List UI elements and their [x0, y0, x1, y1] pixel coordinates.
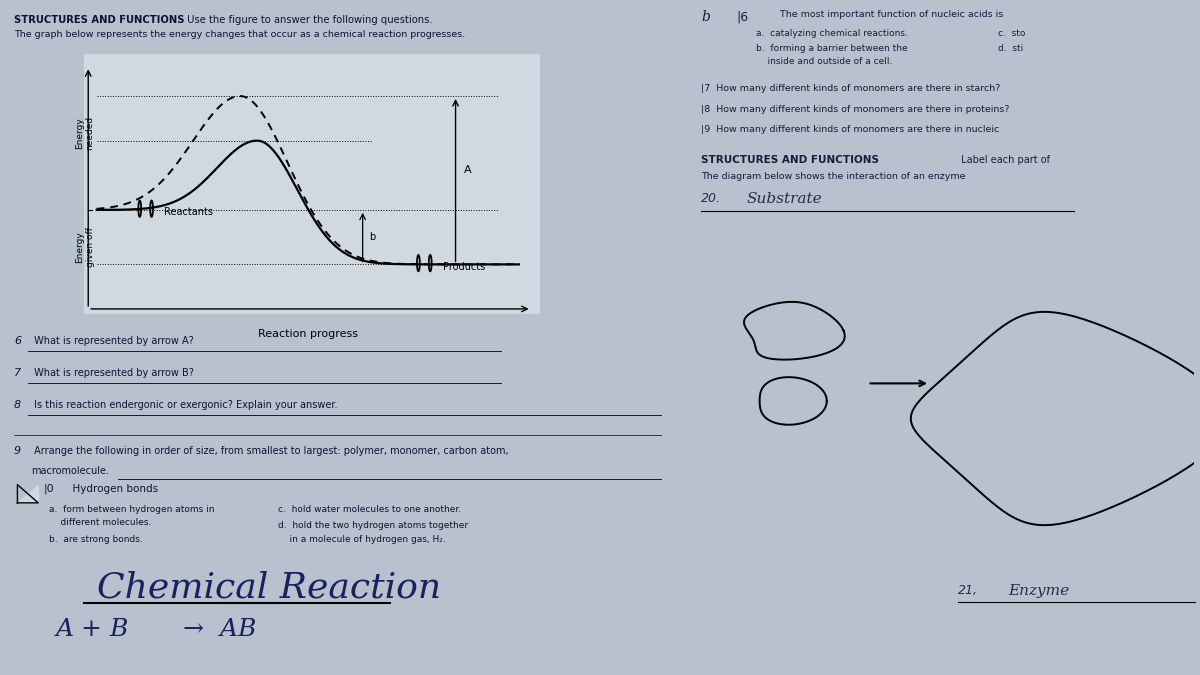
Text: b: b [701, 10, 710, 24]
Text: Use the figure to answer the following questions.: Use the figure to answer the following q… [185, 15, 433, 25]
Text: in a molecule of hydrogen gas, H₂.: in a molecule of hydrogen gas, H₂. [278, 535, 446, 543]
Text: macromolecule.: macromolecule. [31, 466, 109, 476]
Text: Is this reaction endergonic or exergonic? Explain your answer.: Is this reaction endergonic or exergonic… [31, 400, 338, 410]
Text: Substrate: Substrate [746, 192, 822, 207]
Text: d.  sti: d. sti [998, 44, 1024, 53]
Text: What is represented by arrow B?: What is represented by arrow B? [31, 368, 194, 378]
Text: Reaction progress: Reaction progress [258, 329, 358, 339]
Text: Label each part of: Label each part of [958, 155, 1050, 165]
Text: STRUCTURES AND FUNCTIONS: STRUCTURES AND FUNCTIONS [14, 15, 185, 25]
Text: 6: 6 [14, 336, 22, 346]
Text: Reactants: Reactants [164, 207, 214, 217]
Text: Products: Products [443, 262, 485, 272]
Text: c.  sto: c. sto [998, 29, 1026, 38]
Text: different molecules.: different molecules. [49, 518, 151, 527]
Text: The most important function of nucleic acids is: The most important function of nucleic a… [776, 10, 1003, 19]
Text: |0: |0 [43, 484, 54, 495]
Text: b.  forming a barrier between the: b. forming a barrier between the [756, 44, 908, 53]
Text: STRUCTURES AND FUNCTIONS: STRUCTURES AND FUNCTIONS [701, 155, 880, 165]
Text: 9: 9 [14, 446, 22, 456]
Text: A + B: A + B [55, 618, 130, 641]
Text: d.  hold the two hydrogen atoms together: d. hold the two hydrogen atoms together [278, 521, 468, 530]
Text: 8: 8 [14, 400, 22, 410]
Text: The graph below represents the energy changes that occur as a chemical reaction : The graph below represents the energy ch… [14, 30, 466, 38]
Text: 21,: 21, [958, 584, 978, 597]
Polygon shape [18, 485, 38, 503]
Text: |6: |6 [737, 10, 749, 23]
Text: inside and outside of a cell.: inside and outside of a cell. [756, 57, 893, 66]
Text: Hydrogen bonds: Hydrogen bonds [66, 484, 158, 494]
Text: 7: 7 [14, 368, 22, 378]
Text: |9  How many different kinds of monomers are there in nucleic: |9 How many different kinds of monomers … [701, 125, 1000, 134]
Text: A: A [464, 165, 472, 176]
Text: 20.: 20. [701, 192, 721, 205]
Text: b.  are strong bonds.: b. are strong bonds. [49, 535, 143, 543]
Text: What is represented by arrow A?: What is represented by arrow A? [31, 336, 194, 346]
Text: The diagram below shows the interaction of an enzyme: The diagram below shows the interaction … [701, 172, 966, 181]
Text: a.  catalyzing chemical reactions.: a. catalyzing chemical reactions. [756, 29, 908, 38]
Text: Chemical Reaction: Chemical Reaction [97, 570, 442, 604]
Text: Enzyme: Enzyme [1008, 584, 1069, 598]
Text: →  AB: → AB [167, 618, 257, 641]
Text: Arrange the following in order of size, from smallest to largest: polymer, monom: Arrange the following in order of size, … [31, 446, 509, 456]
Text: c.  hold water molecules to one another.: c. hold water molecules to one another. [278, 505, 462, 514]
Text: b: b [370, 232, 376, 242]
Text: a.  form between hydrogen atoms in: a. form between hydrogen atoms in [49, 505, 215, 514]
Text: |8  How many different kinds of monomers are there in proteins?: |8 How many different kinds of monomers … [701, 105, 1009, 113]
Text: Energy
given off: Energy given off [76, 227, 95, 267]
Text: Energy
needed: Energy needed [76, 116, 95, 151]
Text: |7  How many different kinds of monomers are there in starch?: |7 How many different kinds of monomers … [701, 84, 1001, 93]
